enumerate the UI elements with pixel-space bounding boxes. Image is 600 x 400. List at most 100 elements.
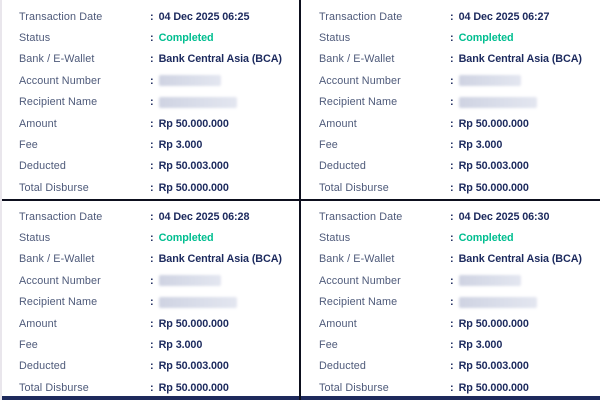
row-value-group: : Rp 3.000 — [150, 339, 202, 351]
row-label: Recipient Name — [19, 296, 98, 309]
colon-separator: : — [450, 253, 454, 266]
detail-row-fee: Fee: Rp 3.000 — [19, 334, 300, 355]
colon-separator: : — [150, 74, 154, 87]
detail-row-amount: Amount: Rp 50.000.000 — [19, 313, 300, 334]
colon-separator: : — [450, 10, 454, 23]
row-value-group: : Rp 3.000 — [150, 139, 202, 151]
row-label: Amount — [319, 117, 357, 130]
detail-row-transaction-date: Transaction Date:04 Dec 2025 06:27 — [319, 6, 600, 27]
colon-separator: : — [150, 381, 154, 394]
row-label: Transaction Date — [19, 210, 103, 223]
colon-separator: : — [150, 232, 154, 245]
colon-separator: : — [150, 296, 154, 309]
colon-separator: : — [450, 210, 454, 223]
row-value-group: : Completed — [150, 32, 214, 44]
row-label: Deducted — [19, 160, 67, 173]
row-label: Bank / E-Wallet — [319, 53, 395, 66]
row-label: Recipient Name — [19, 96, 98, 109]
row-value-group: : Rp 3.000 — [450, 139, 502, 151]
detail-row-deducted: Deducted: Rp 50.003.000 — [319, 156, 600, 177]
row-label: Fee — [319, 339, 338, 352]
detail-row-fee: Fee : Rp 3.000 — [319, 334, 600, 355]
row-value: Rp 50.003.000 — [158, 360, 229, 373]
detail-row-account-number: Account Number: — [319, 70, 600, 91]
row-value-group: : Rp 50.000.000 — [450, 382, 529, 394]
row-value-group: : Rp 3.000 — [450, 339, 502, 351]
row-label: Account Number — [319, 74, 401, 87]
colon-separator: : — [450, 274, 454, 287]
row-value-group: : Rp 50.000.000 — [150, 182, 229, 194]
row-value: Rp 50.000.000 — [158, 381, 229, 394]
row-value: Rp 3.000 — [458, 339, 503, 352]
detail-row-total-disburse: Total Disburse: Rp 50.000.000 — [19, 377, 300, 398]
detail-row-transaction-date: Transaction Date:04 Dec 2025 06:30 — [319, 206, 600, 227]
row-value-group: : — [150, 96, 237, 108]
row-value: Rp 50.000.000 — [458, 317, 529, 330]
row-value-group: :04 Dec 2025 06:27 — [450, 11, 549, 23]
row-value-group: : Rp 50.000.000 — [450, 182, 529, 194]
row-value-group: : Rp 50.003.000 — [450, 160, 529, 172]
detail-row-recipient-name: Recipient Name: — [319, 92, 600, 113]
detail-row-total-disburse: Total Disburse : Rp 50.000.000 — [319, 377, 600, 398]
row-label: Total Disburse — [19, 181, 89, 194]
colon-separator: : — [450, 32, 454, 45]
row-value-group: : Completed — [450, 232, 514, 244]
detail-row-status: Status: Completed — [319, 227, 600, 248]
row-value-group: : Rp 50.000.000 — [150, 382, 229, 394]
row-value-group: : Rp 50.003.000 — [450, 360, 529, 372]
row-value-group: :04 Dec 2025 06:28 — [150, 211, 249, 223]
row-value-group: : Bank Central Asia (BCA) — [150, 53, 282, 65]
row-value: Rp 50.003.000 — [458, 360, 529, 373]
colon-separator: : — [150, 339, 154, 352]
detail-row-amount: Amount: Rp 50.000.000 — [319, 313, 600, 334]
row-value: Bank Central Asia (BCA) — [458, 253, 582, 266]
redacted-value — [458, 75, 521, 87]
row-label: Account Number — [19, 74, 101, 87]
cutoff-footer-bar — [0, 396, 300, 400]
left-edge-artifact — [0, 0, 2, 400]
colon-separator: : — [150, 317, 154, 330]
row-label: Transaction Date — [19, 10, 103, 23]
colon-separator: : — [450, 296, 454, 309]
row-value: Rp 3.000 — [158, 339, 203, 352]
colon-separator: : — [150, 253, 154, 266]
cutoff-footer-bar — [300, 396, 600, 400]
row-label: Bank / E-Wallet — [19, 253, 95, 266]
colon-separator: : — [450, 232, 454, 245]
detail-row-bank-e-wallet: Bank / E-Wallet: Bank Central Asia (BCA) — [19, 249, 300, 270]
detail-row-bank-e-wallet: Bank / E-Wallet : Bank Central Asia (BCA) — [319, 49, 600, 70]
row-label: Deducted — [19, 360, 67, 373]
detail-row-transaction-date: Transaction Date:04 Dec 2025 06:25 — [19, 6, 300, 27]
detail-row-total-disburse: Total Disburse : Rp 50.000.000 — [19, 177, 300, 198]
row-value-group: : — [450, 75, 521, 87]
row-label: Total Disburse — [319, 381, 389, 394]
row-value-group: : Rp 50.003.000 — [150, 160, 229, 172]
redacted-value — [158, 96, 237, 108]
row-value-group: : Completed — [150, 232, 214, 244]
row-value-group: : Rp 50.003.000 — [150, 360, 229, 372]
row-label: Bank / E-Wallet — [19, 53, 95, 66]
redacted-value — [458, 275, 521, 287]
detail-row-status: Status : Completed — [19, 227, 300, 248]
detail-row-bank-e-wallet: Bank / E-Wallet : Bank Central Asia (BCA) — [19, 49, 300, 70]
redacted-value — [458, 296, 537, 308]
colon-separator: : — [150, 96, 154, 109]
status-value: Completed — [458, 32, 514, 45]
row-value-group: : — [450, 275, 521, 287]
detail-row-amount: Amount: Rp 50.000.000 — [319, 113, 600, 134]
colon-separator: : — [150, 160, 154, 173]
row-value-group: : Bank Central Asia (BCA) — [450, 53, 582, 65]
row-label: Total Disburse — [19, 381, 89, 394]
row-value: 04 Dec 2025 06:28 — [158, 210, 250, 223]
colon-separator: : — [150, 139, 154, 152]
row-value: 04 Dec 2025 06:30 — [458, 210, 550, 223]
row-label: Amount — [19, 317, 57, 330]
status-value: Completed — [458, 232, 514, 245]
row-label: Status — [19, 232, 51, 245]
colon-separator: : — [150, 10, 154, 23]
colon-separator: : — [150, 32, 154, 45]
detail-row-recipient-name: Recipient Name: — [19, 292, 300, 313]
row-value: Rp 50.000.000 — [158, 117, 229, 130]
transaction-detail-panel: Transaction Date:04 Dec 2025 06:30 Status… — [300, 200, 600, 400]
row-value: Bank Central Asia (BCA) — [458, 53, 582, 66]
